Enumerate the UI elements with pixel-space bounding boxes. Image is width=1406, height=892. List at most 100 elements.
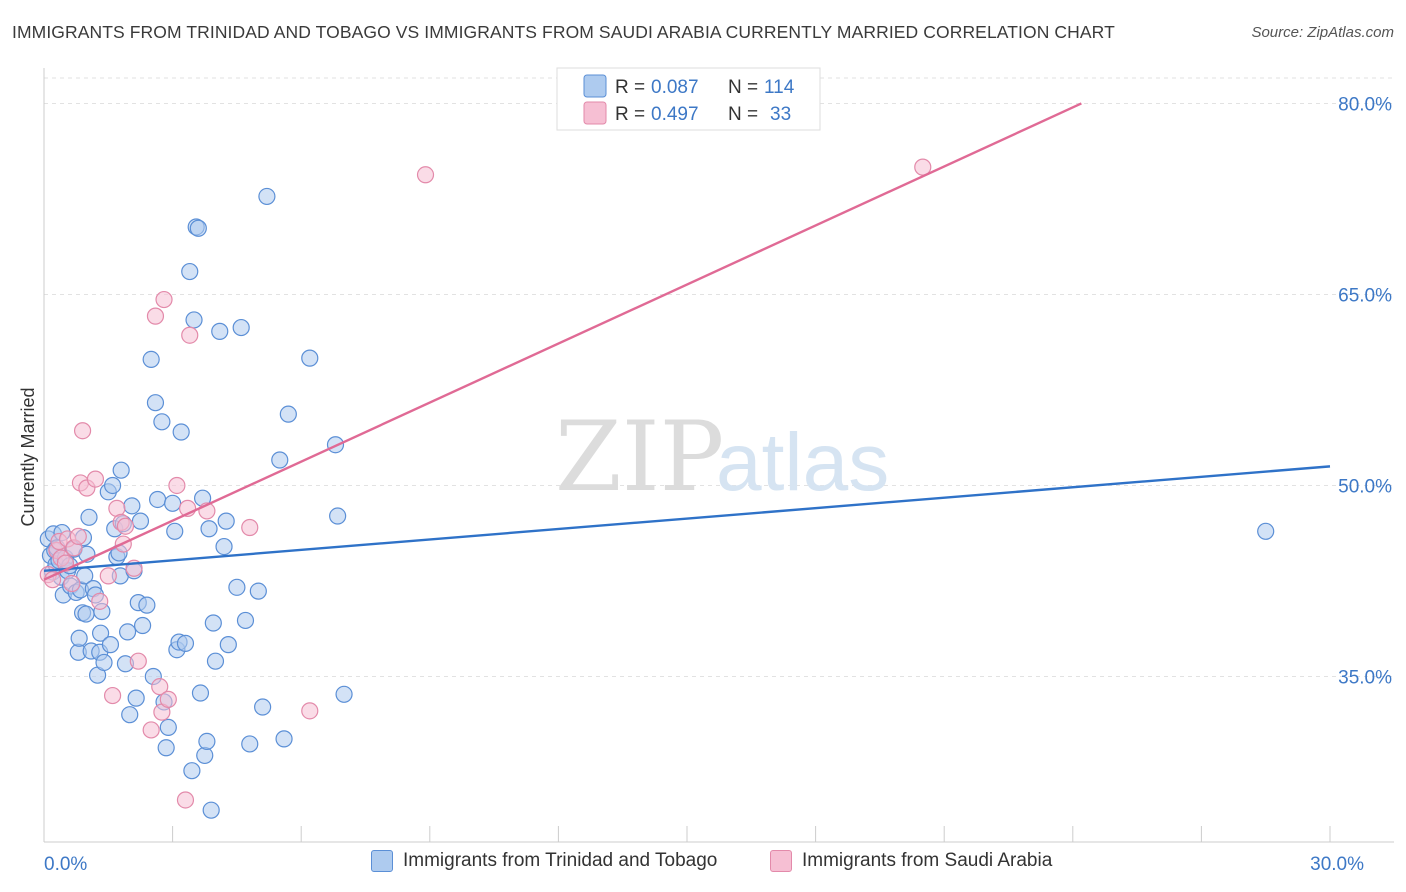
- legend-label: Immigrants from Saudi Arabia: [802, 850, 1053, 871]
- point-trinidad: [271, 451, 289, 469]
- point-trinidad: [172, 423, 190, 441]
- point-trinidad: [153, 413, 171, 431]
- legend-swatch-pink: [770, 850, 792, 872]
- point-trinidad: [211, 322, 229, 340]
- legend-swatch-blue: [371, 850, 393, 872]
- legend-r-label: R =: [615, 104, 645, 125]
- point-trinidad: [159, 718, 177, 737]
- data-points: [39, 158, 1275, 819]
- point-trinidad: [202, 801, 220, 819]
- watermark-atlas: atlas: [716, 417, 889, 508]
- point-trinidad: [77, 605, 95, 623]
- point-trinidad: [258, 187, 276, 206]
- point-trinidad: [254, 698, 272, 716]
- axes: [43, 68, 1394, 843]
- point-trinidad: [157, 739, 175, 757]
- point-trinidad: [127, 689, 145, 707]
- point-trinidad: [70, 629, 88, 647]
- zipatlas-watermark: ZIP atlas: [555, 401, 889, 513]
- y-tick-label: 35.0%: [1338, 667, 1392, 688]
- point-trinidad: [131, 512, 150, 530]
- legend-top: R = 0.087 N = 114 R = 0.497 N = 33: [556, 67, 821, 131]
- y-tick-label: 80.0%: [1338, 94, 1392, 115]
- legend-r-value: 0.087: [651, 77, 699, 98]
- point-trinidad: [148, 490, 167, 509]
- point-saudi: [142, 721, 160, 739]
- point-trinidad: [196, 746, 214, 765]
- point-trinidad: [118, 623, 137, 641]
- point-trinidad: [329, 507, 347, 525]
- legend-swatch-blue: [583, 74, 607, 98]
- point-trinidad: [241, 735, 259, 753]
- point-trinidad: [80, 508, 98, 526]
- point-trinidad: [189, 219, 207, 237]
- point-trinidad: [176, 634, 195, 652]
- x-tick-label: 0.0%: [44, 854, 87, 875]
- point-saudi: [69, 527, 87, 546]
- point-trinidad: [146, 394, 165, 412]
- point-trinidad: [183, 762, 201, 780]
- point-trinidad: [335, 685, 353, 703]
- point-trinidad: [217, 512, 235, 530]
- point-trinidad: [215, 537, 233, 556]
- legend-label: Immigrants from Trinidad and Tobago: [403, 850, 718, 871]
- point-trinidad: [185, 311, 203, 329]
- point-trinidad: [198, 732, 216, 751]
- legend-n-value: 114: [764, 77, 795, 98]
- point-saudi: [168, 476, 186, 495]
- point-saudi: [129, 652, 147, 670]
- point-saudi: [91, 592, 109, 610]
- point-trinidad: [1257, 522, 1275, 540]
- point-trinidad: [249, 582, 267, 600]
- point-trinidad: [275, 730, 293, 748]
- point-saudi: [181, 326, 199, 344]
- point-saudi: [146, 307, 165, 325]
- point-saudi: [63, 574, 81, 593]
- legend-bottom: Immigrants from Trinidad and Tobago Immi…: [0, 850, 1406, 880]
- point-trinidad: [219, 636, 237, 654]
- y-tick-label: 65.0%: [1338, 285, 1392, 306]
- point-trinidad: [101, 636, 120, 654]
- point-saudi: [151, 678, 169, 696]
- trend-line-saudi: [43, 102, 1082, 581]
- point-trinidad: [232, 318, 250, 337]
- y-axis-label: Currently Married: [18, 387, 38, 526]
- point-saudi: [103, 686, 122, 705]
- point-trinidad: [95, 653, 113, 672]
- point-trinidad: [228, 578, 246, 596]
- point-saudi: [86, 470, 105, 488]
- point-trinidad: [103, 476, 122, 495]
- legend-n-label: N =: [728, 104, 758, 125]
- legend-r-label: R =: [615, 77, 645, 98]
- point-saudi: [241, 518, 259, 537]
- watermark-zip: ZIP: [555, 401, 724, 513]
- legend-swatch-pink: [583, 101, 607, 125]
- point-trinidad: [138, 596, 156, 614]
- point-trinidad: [121, 706, 139, 724]
- trend-lines: [43, 102, 1331, 581]
- legend-n-label: N =: [728, 77, 758, 98]
- point-trinidad: [123, 497, 141, 515]
- x-tick-label: 30.0%: [1310, 854, 1364, 875]
- point-trinidad: [112, 461, 130, 479]
- y-tick-label: 50.0%: [1338, 476, 1392, 497]
- trend-line-trinidad: [43, 465, 1331, 572]
- point-saudi: [99, 567, 117, 585]
- source-label: Source: ZipAtlas.com: [1251, 24, 1394, 41]
- point-trinidad: [301, 349, 319, 367]
- legend-n-value: 33: [770, 104, 791, 125]
- chart-title: IMMIGRANTS FROM TRINIDAD AND TOBAGO VS I…: [12, 22, 1115, 42]
- point-trinidad: [204, 614, 222, 632]
- point-saudi: [301, 702, 319, 720]
- point-trinidad: [166, 522, 184, 540]
- point-trinidad: [191, 684, 210, 702]
- legend-r-value: 0.497: [651, 104, 699, 125]
- gridlines: [44, 77, 1394, 677]
- point-trinidad: [91, 624, 110, 642]
- point-trinidad: [181, 262, 199, 281]
- point-saudi: [73, 422, 92, 440]
- point-trinidad: [236, 611, 255, 630]
- point-trinidad: [164, 494, 182, 512]
- point-trinidad: [133, 616, 152, 635]
